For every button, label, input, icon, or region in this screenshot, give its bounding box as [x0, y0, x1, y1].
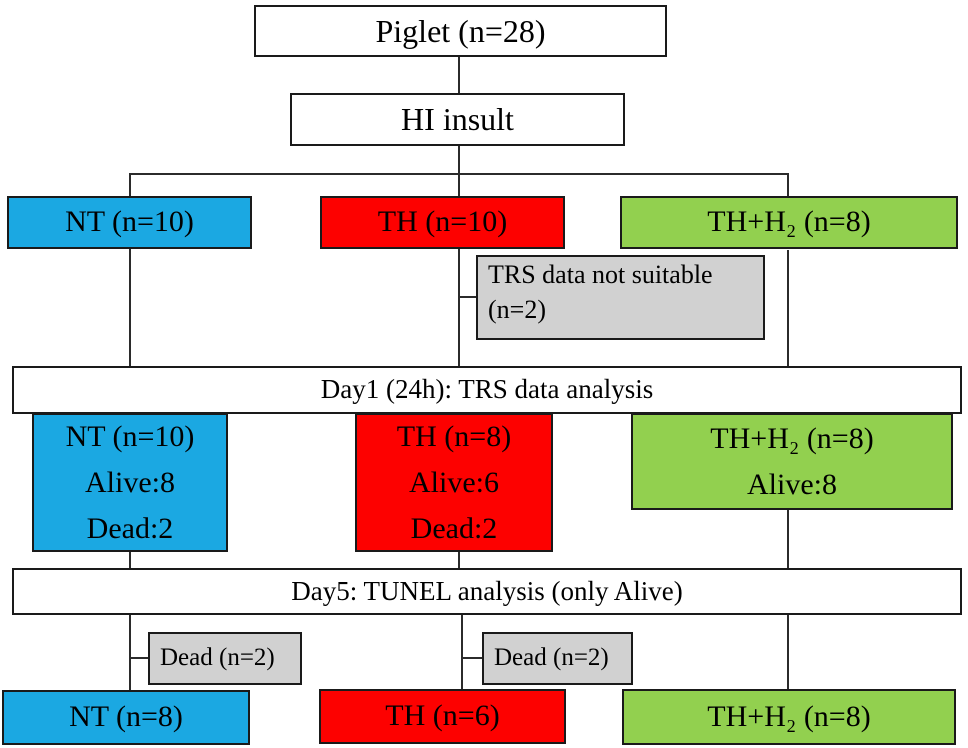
connector-th-to-day1 — [458, 249, 460, 367]
group-thh2-box: TH+H₂ (n=8) — [620, 196, 958, 249]
connector-branch-horizontal — [129, 173, 789, 175]
th-final-box: TH (n=6) — [319, 689, 566, 744]
connector-thh2-to-day5 — [787, 510, 789, 569]
nt-final-box: NT (n=8) — [2, 690, 250, 745]
day5-analysis-bar: Day5: TUNEL analysis (only Alive) — [12, 568, 962, 615]
trs-excluded-box: TRS data not suitable (n=2) — [476, 255, 765, 340]
nt-day1-line1: NT (n=10) — [65, 419, 195, 453]
piglet-total-box: Piglet (n=28) — [254, 5, 667, 57]
th-day1-dead: Dead:2 — [410, 511, 498, 545]
connector-day5-to-th-final — [461, 615, 463, 690]
dead-nt-box: Dead (n=2) — [148, 632, 302, 685]
connector-branch-to-thh2 — [787, 173, 789, 198]
dead-th-box: Dead (n=2) — [482, 632, 633, 685]
nt-day1-dead: Dead:2 — [86, 511, 174, 545]
connector-thh2-to-day1 — [787, 250, 789, 367]
nt-day1-alive: Alive:8 — [85, 465, 175, 499]
connector-hi-to-branch — [458, 146, 460, 196]
thh2-day1-outcome-box: TH+H₂ (n=8) Alive:8 — [631, 413, 953, 510]
connector-day5-to-nt-final — [129, 615, 131, 691]
connector-branch-to-nt — [129, 173, 131, 196]
thh2-final-box: TH+H₂ (n=8) — [622, 689, 956, 745]
connector-nt-to-day1 — [129, 249, 131, 367]
connector-piglet-to-hi — [458, 57, 460, 94]
connector-day5-to-thh2-final — [787, 615, 789, 690]
th-day1-outcome-box: TH (n=8) Alive:6 Dead:2 — [355, 413, 553, 552]
group-nt-box: NT (n=10) — [7, 196, 252, 249]
thh2-day1-alive: Alive:8 — [747, 467, 837, 501]
nt-day1-outcome-box: NT (n=10) Alive:8 Dead:2 — [32, 413, 228, 552]
th-day1-alive: Alive:6 — [409, 465, 499, 499]
connector-th-to-day5 — [458, 552, 460, 569]
hi-insult-box: HI insult — [290, 93, 625, 146]
connector-stub-dead-nt — [129, 657, 149, 659]
th-day1-line1: TH (n=8) — [396, 419, 512, 453]
connector-stub-trs-excluded — [458, 296, 478, 298]
thh2-day1-line1: TH+H₂ (n=8) — [710, 421, 874, 455]
connector-nt-to-day5 — [129, 552, 131, 569]
trs-excluded-line2: (n=2) — [488, 295, 546, 325]
group-th-box: TH (n=10) — [320, 196, 565, 249]
day1-analysis-bar: Day1 (24h): TRS data analysis — [12, 366, 962, 414]
connector-stub-dead-th — [461, 657, 483, 659]
trs-excluded-line1: TRS data not suitable — [488, 260, 713, 289]
